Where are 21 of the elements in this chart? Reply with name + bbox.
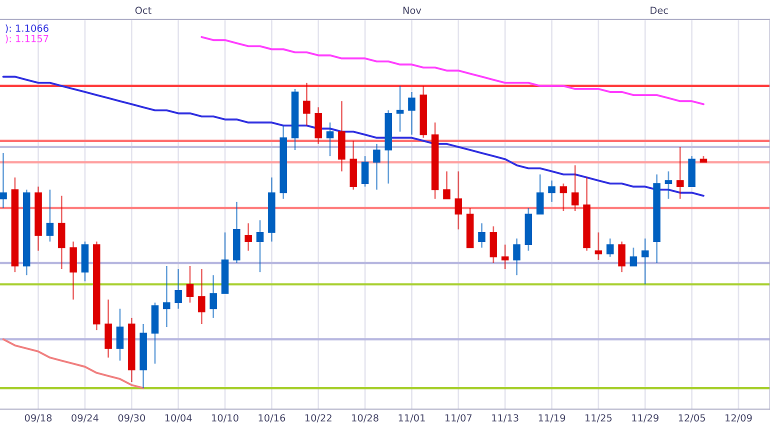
x-tick-label: 11/13 [492, 414, 518, 422]
text: Oct [135, 6, 152, 14]
x-tick-label: 09/18 [24, 414, 52, 422]
x-tick-label: 11/07 [445, 414, 472, 422]
text: Dec [650, 6, 668, 14]
x-tick-label: 09/30 [118, 414, 146, 422]
x-tick-label: 10/16 [258, 414, 286, 422]
text: ): 1.1066 [6, 24, 48, 34]
text: Nov [403, 6, 422, 14]
x-tick-label: 11/25 [586, 414, 612, 422]
x-tick-label: 09/24 [72, 414, 98, 422]
x-tick-label: 10/22 [305, 414, 332, 422]
x-tick-label: 11/19 [538, 414, 566, 422]
x-tick-label: 11/29 [632, 414, 658, 422]
x-tick-label: 10/10 [212, 414, 238, 422]
x-tick-label: 11/01 [398, 414, 425, 422]
text: ): 1.1157 [6, 34, 48, 44]
x-tick-label: 12/05 [678, 414, 705, 422]
x-tick-label: 10/28 [352, 414, 378, 422]
x-tick-label: 12/09 [726, 414, 752, 422]
x-tick-label: 10/04 [165, 414, 192, 422]
